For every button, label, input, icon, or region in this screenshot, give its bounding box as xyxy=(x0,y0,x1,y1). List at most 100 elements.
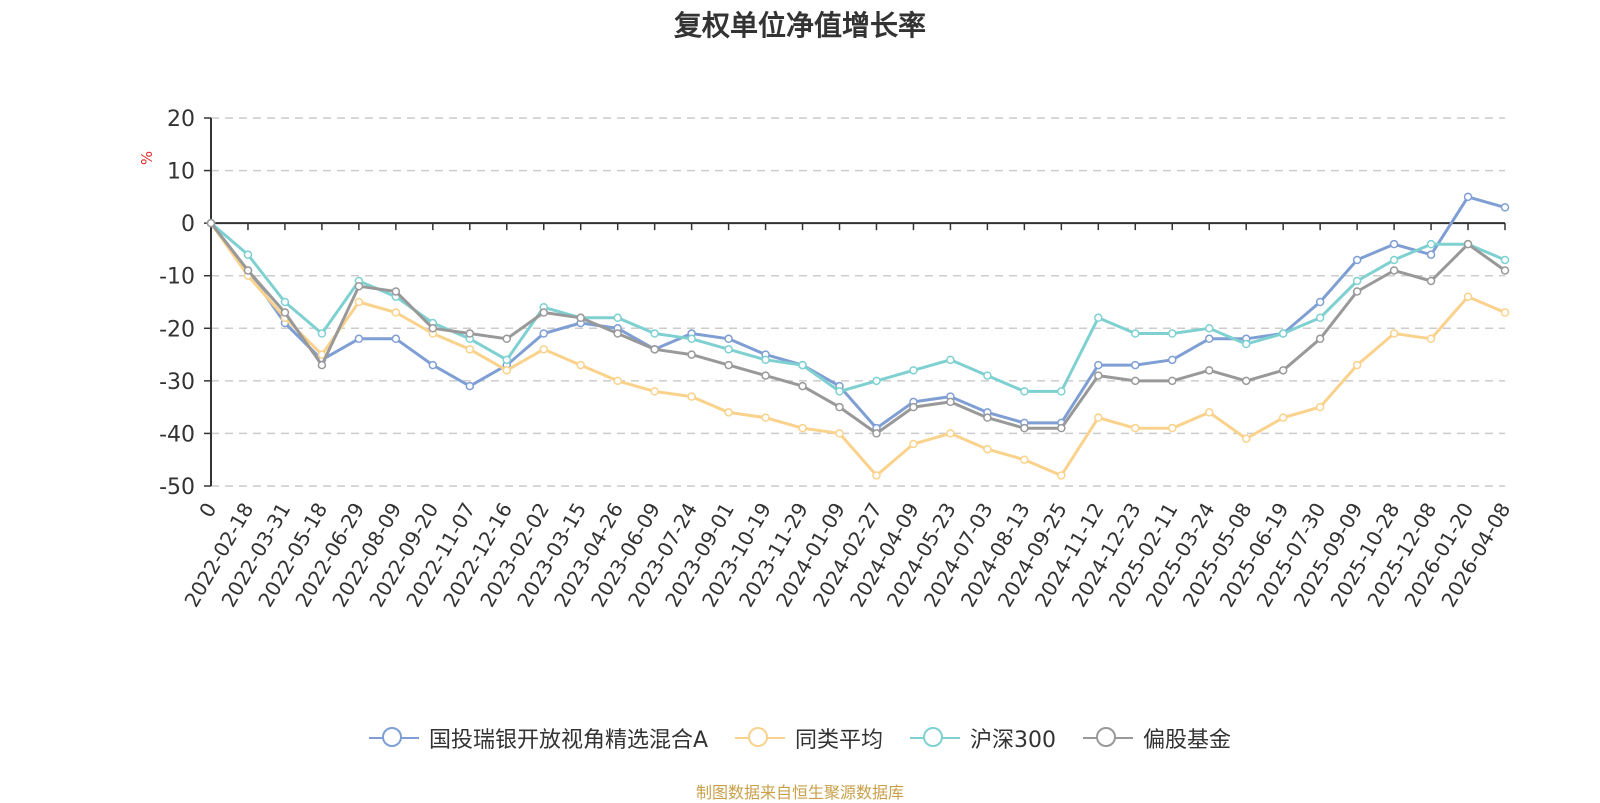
data-point xyxy=(354,281,364,291)
data-point xyxy=(761,413,770,422)
data-point xyxy=(1020,455,1029,464)
series-line xyxy=(210,221,1506,393)
legend-label: 沪深300 xyxy=(970,728,1057,753)
legend-item-csi300[interactable]: 沪深300 xyxy=(910,722,1056,754)
data-point xyxy=(391,287,401,296)
data-point xyxy=(1352,276,1362,286)
data-point xyxy=(428,360,438,370)
data-point xyxy=(317,329,327,338)
y-tick-label: 0 xyxy=(181,212,195,237)
data-point xyxy=(798,381,807,391)
data-point xyxy=(502,366,512,375)
data-point xyxy=(243,250,253,259)
data-point xyxy=(1020,423,1029,433)
data-point xyxy=(465,329,475,338)
y-tick-label: 20 xyxy=(167,107,195,132)
data-point xyxy=(798,360,807,370)
data-point xyxy=(1389,239,1399,249)
legend-marker-icon xyxy=(1083,727,1134,749)
data-point xyxy=(539,345,548,354)
legend-label: 国投瑞银开放视角精选混合A xyxy=(428,728,709,753)
data-point xyxy=(1352,255,1362,265)
data-point xyxy=(687,350,696,359)
data-point xyxy=(1500,308,1510,317)
data-point xyxy=(206,218,216,228)
data-point xyxy=(872,429,881,438)
y-tick-label: 10 xyxy=(167,160,195,185)
data-point xyxy=(1241,376,1251,386)
data-point xyxy=(428,324,438,333)
y-tick-label: -30 xyxy=(159,370,195,395)
data-point xyxy=(1426,276,1436,286)
data-point xyxy=(1241,434,1251,443)
axes: 20100-10-20-30-40-5002022-02-182022-03-3… xyxy=(159,107,1515,611)
data-point xyxy=(835,387,844,396)
data-point xyxy=(946,429,955,438)
chart-legend: 国投瑞银开放视角精选混合A 同类平均 沪深300 偏股基金 xyxy=(0,722,1600,755)
legend-marker-icon xyxy=(910,727,961,749)
data-point xyxy=(1168,355,1177,365)
data-point xyxy=(1426,239,1436,249)
data-point xyxy=(1389,266,1399,275)
data-point xyxy=(835,402,844,412)
data-point xyxy=(1057,471,1066,480)
data-point xyxy=(576,360,585,370)
data-point xyxy=(1168,376,1177,386)
data-point xyxy=(1315,402,1325,412)
data-point xyxy=(1389,329,1399,338)
series-group xyxy=(206,192,1510,480)
data-point xyxy=(724,408,733,417)
y-tick-label: -40 xyxy=(159,422,195,447)
data-point xyxy=(354,297,364,307)
data-point xyxy=(391,334,401,344)
data-point xyxy=(280,308,290,317)
data-point xyxy=(502,355,512,365)
data-point xyxy=(1463,192,1473,202)
data-point xyxy=(243,266,253,275)
data-point xyxy=(317,360,327,370)
series-line xyxy=(209,222,1506,477)
data-point xyxy=(983,444,992,454)
y-tick-label: -10 xyxy=(159,265,195,290)
data-point xyxy=(502,334,512,344)
legend-marker-icon xyxy=(735,727,786,749)
data-point xyxy=(650,329,659,338)
data-point xyxy=(1426,250,1436,259)
data-point xyxy=(613,376,622,386)
data-point xyxy=(1463,292,1473,301)
data-point xyxy=(1020,387,1029,396)
data-point xyxy=(1168,423,1177,433)
data-point xyxy=(1500,203,1510,212)
data-point xyxy=(1131,329,1140,338)
data-point xyxy=(1204,324,1214,333)
y-axis-label: % xyxy=(138,151,156,165)
data-point xyxy=(1315,334,1325,344)
legend-item-equity-fund[interactable]: 偏股基金 xyxy=(1083,722,1231,754)
data-point xyxy=(1168,329,1177,338)
data-point xyxy=(650,345,659,354)
data-point xyxy=(1131,376,1140,386)
data-point xyxy=(872,376,881,386)
legend-marker-icon xyxy=(368,727,419,749)
data-point xyxy=(1389,255,1399,265)
data-point xyxy=(576,313,585,323)
data-point xyxy=(1352,287,1362,296)
data-point xyxy=(909,366,918,375)
x-tick-label: 0 xyxy=(194,499,221,522)
data-point xyxy=(1094,371,1103,380)
data-point xyxy=(835,429,844,438)
data-source-note: 制图数据来自恒生聚源数据库 xyxy=(695,783,904,802)
data-point xyxy=(1204,366,1214,375)
data-point xyxy=(1315,297,1325,307)
data-point xyxy=(1500,266,1510,275)
data-point xyxy=(761,371,770,380)
data-point xyxy=(465,381,475,391)
data-point xyxy=(909,439,918,449)
data-point xyxy=(724,360,733,370)
data-point xyxy=(1057,423,1066,433)
legend-item-fund[interactable]: 国投瑞银开放视角精选混合A xyxy=(368,722,709,754)
data-point xyxy=(687,334,696,344)
data-point xyxy=(1500,255,1510,265)
data-point xyxy=(1094,413,1103,422)
legend-item-peer-average[interactable]: 同类平均 xyxy=(735,722,883,754)
